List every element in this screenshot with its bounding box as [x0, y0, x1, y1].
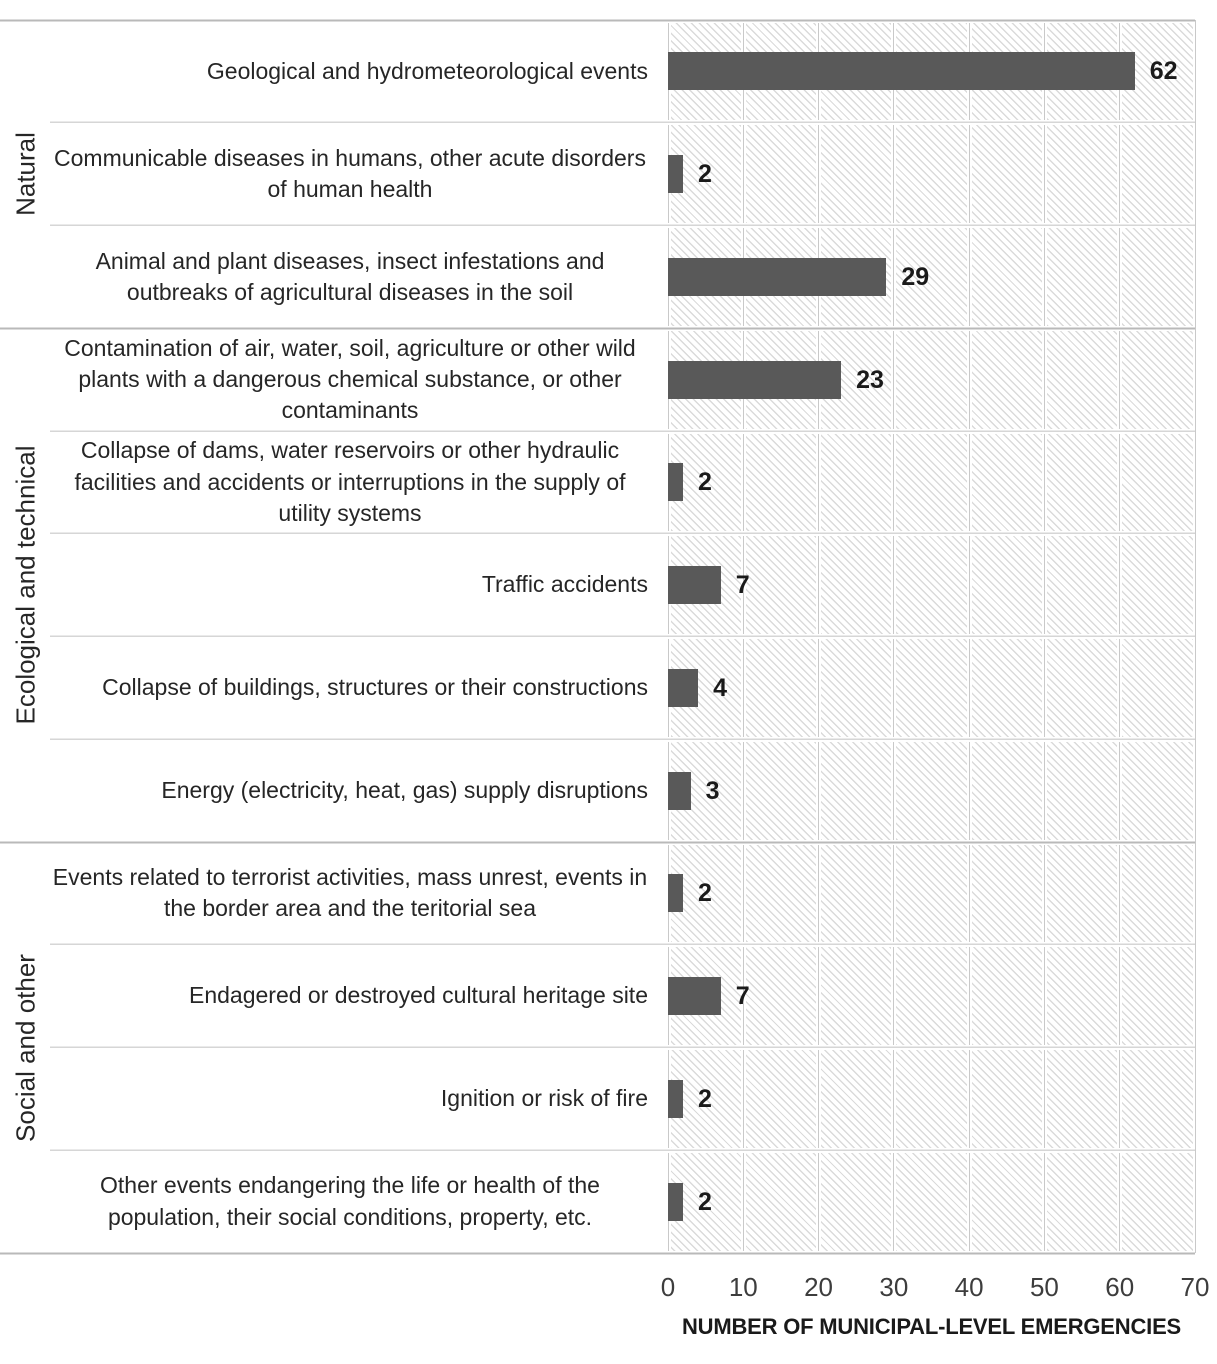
category-label-row: Traffic accidents	[46, 534, 648, 637]
bar	[668, 566, 721, 605]
category-label-row: Collapse of buildings, structures or the…	[46, 637, 648, 740]
category-label-row: Contamination of air, water, soil, agric…	[46, 328, 648, 431]
category-label-row: Collapse of dams, water reservoirs or ot…	[46, 431, 648, 534]
group-divider-line	[0, 839, 1195, 845]
x-tick-label: 10	[728, 1272, 758, 1302]
category-label: Collapse of buildings, structures or the…	[102, 674, 648, 701]
row-divider-line	[50, 120, 1195, 126]
x-tick-label: 70	[1180, 1272, 1210, 1302]
x-tick-label: 0	[660, 1272, 676, 1302]
row-divider-line	[50, 942, 1195, 948]
category-label: Contamination of air, water, soil, agric…	[64, 334, 636, 424]
bar-value-label: 7	[735, 571, 750, 600]
bar-value-label: 2	[698, 160, 712, 189]
category-label-row: Other events endangering the life or hea…	[46, 1150, 648, 1253]
category-label-row: Endagered or destroyed cultural heritage…	[46, 945, 648, 1048]
bar-value-label: 62	[1149, 57, 1178, 86]
bar	[668, 874, 684, 913]
group-label: Natural	[2, 20, 50, 328]
bar-value-label: 7	[735, 982, 750, 1011]
group-label-text: Natural	[10, 132, 41, 217]
row-divider-line	[50, 1147, 1195, 1153]
bar-value-label: 29	[901, 262, 930, 291]
category-label-row: Geological and hydrometeorological event…	[46, 20, 648, 123]
bar	[668, 771, 691, 810]
bar-value-label: 2	[698, 468, 712, 497]
group-label: Social and other	[2, 842, 50, 1253]
category-label: Collapse of dams, water reservoirs or ot…	[74, 437, 626, 526]
group-divider-line	[0, 325, 1195, 331]
x-tick-label: 50	[1029, 1272, 1059, 1302]
category-label: Traffic accidents	[481, 571, 648, 598]
group-divider-line	[0, 1250, 1195, 1256]
bar	[668, 1182, 684, 1221]
x-axis-title: NUMBER OF MUNICIPAL-LEVEL EMERGENCIES	[681, 1314, 1182, 1339]
bar	[668, 360, 842, 399]
bar	[668, 668, 699, 707]
category-label: Animal and plant diseases, insect infest…	[95, 247, 605, 305]
category-label: Communicable diseases in humans, other a…	[54, 144, 646, 203]
bar	[668, 155, 684, 194]
bar	[668, 977, 721, 1016]
category-label: Geological and hydrometeorological event…	[206, 57, 648, 84]
x-tick-label: 60	[1105, 1272, 1135, 1302]
category-label: Events related to terrorist activities, …	[52, 864, 648, 922]
category-label-row: Animal and plant diseases, insect infest…	[46, 226, 648, 329]
group-label-text: Social and other	[10, 953, 41, 1142]
category-label: Energy (electricity, heat, gas) supply d…	[161, 776, 648, 803]
x-tick-label: 20	[804, 1272, 834, 1302]
bar-value-label: 3	[705, 776, 720, 805]
row-divider-line	[50, 428, 1195, 434]
bar	[668, 1079, 684, 1118]
category-label-row: Communicable diseases in humans, other a…	[46, 123, 648, 226]
row-divider-line	[50, 223, 1195, 228]
bar-value-label: 23	[856, 365, 884, 394]
bar-value-label: 2	[698, 879, 712, 908]
group-label: Ecological and technical	[2, 328, 50, 842]
bar	[668, 257, 887, 296]
row-divider-line	[50, 531, 1195, 537]
category-label-row: Ignition or risk of fire	[46, 1048, 648, 1151]
category-label-row: Events related to terrorist activities, …	[46, 842, 648, 945]
category-label-row: Energy (electricity, heat, gas) supply d…	[46, 739, 648, 842]
group-divider-line	[0, 17, 1195, 23]
bar-value-label: 2	[698, 1084, 712, 1113]
group-label-text: Ecological and technical	[10, 445, 41, 725]
x-tick-label: 30	[879, 1272, 909, 1302]
category-label: Endagered or destroyed cultural heritage…	[188, 982, 648, 1009]
gridline	[1192, 20, 1198, 1253]
category-label: Ignition or risk of fire	[440, 1085, 648, 1112]
bar-value-label: 4	[713, 673, 728, 702]
row-divider-line	[50, 1045, 1195, 1050]
row-divider-line	[50, 634, 1195, 639]
x-tick-label: 40	[954, 1272, 984, 1302]
row-divider-line	[50, 736, 1195, 742]
bar	[668, 52, 1135, 91]
category-label: Other events endangering the life or hea…	[100, 1172, 600, 1230]
bar	[668, 463, 684, 502]
bar-value-label: 2	[698, 1187, 712, 1216]
